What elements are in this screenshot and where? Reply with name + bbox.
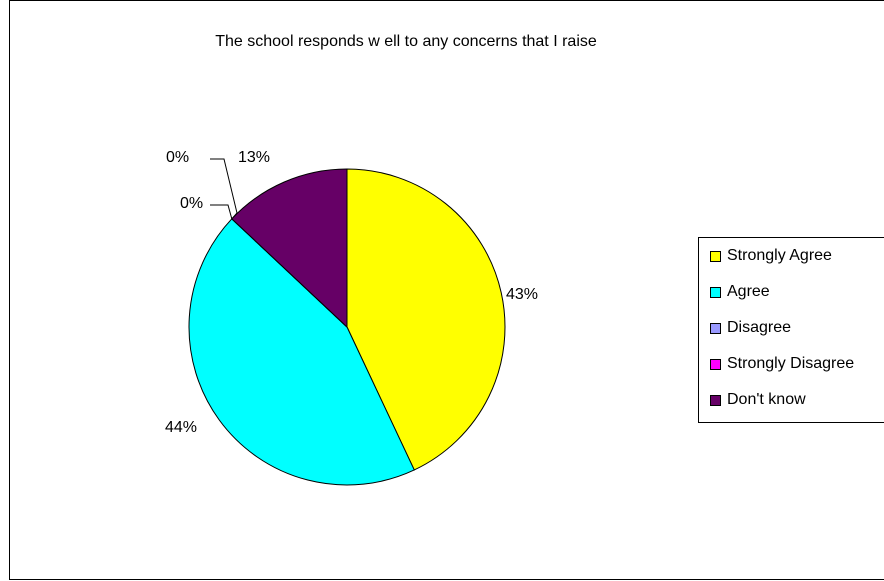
legend-item-strongly-agree: Strongly Agree: [710, 245, 832, 267]
legend-label: Disagree: [727, 319, 792, 336]
data-label-disagree: 0%: [180, 195, 204, 212]
legend-swatch-disagree: [710, 322, 721, 334]
legend-item-strongly-disagree: Strongly Disagree: [710, 353, 854, 375]
data-label-strongly-agree: 43%: [506, 286, 539, 303]
chart-title: The school responds w ell to any concern…: [215, 33, 597, 50]
legend-label: Agree: [727, 283, 770, 300]
chart-area: The school responds w ell to any concern…: [9, 0, 884, 580]
pie-slice-strongly-agree: [346, 168, 506, 471]
chart-legend: Strongly Agree Agree Disagree Strongly D…: [698, 237, 884, 423]
legend-swatch-strongly-disagree: [710, 358, 721, 370]
legend-swatch-agree: [710, 286, 721, 298]
pie-slice-don-t-know: [231, 168, 348, 329]
leader-line-strongly-disagree: [210, 158, 238, 220]
legend-label: Strongly Disagree: [727, 355, 855, 372]
legend-label: Strongly Agree: [727, 247, 832, 264]
pie-slice-agree: [188, 218, 415, 486]
pie-chart: [188, 158, 506, 486]
data-label-agree: 44%: [165, 419, 198, 436]
legend-swatch-strongly-agree: [710, 250, 721, 262]
leader-line-disagree: [210, 204, 233, 219]
legend-item-agree: Agree: [710, 281, 770, 303]
data-label-dont-know: 13%: [238, 149, 271, 166]
legend-swatch-dont-know: [710, 394, 721, 406]
data-label-strongly-disagree: 0%: [166, 149, 190, 166]
legend-label: Don't know: [727, 391, 806, 408]
legend-item-dont-know: Don't know: [710, 389, 806, 411]
legend-item-disagree: Disagree: [710, 317, 791, 339]
